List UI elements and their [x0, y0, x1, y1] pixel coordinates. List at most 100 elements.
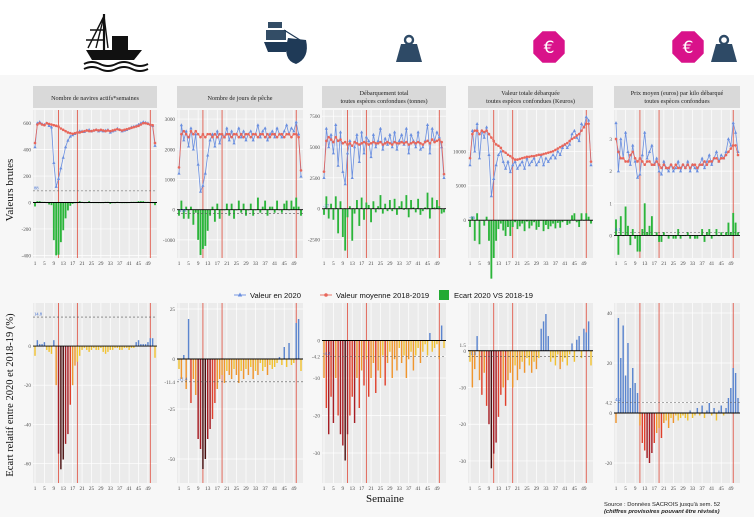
- relative-gap-bar: [677, 413, 679, 421]
- point-2018-2019: [125, 127, 129, 131]
- gap-bar: [38, 201, 41, 203]
- panel-title: toutes espèces confondues (Keuros): [486, 98, 575, 105]
- point-2020: [265, 138, 270, 142]
- point-2020: [208, 138, 212, 142]
- y-tick-label: 20: [607, 361, 613, 367]
- point-2018-2019: [336, 139, 340, 143]
- relative-gap-bar: [211, 359, 214, 419]
- relative-gap-bar: [323, 340, 325, 378]
- x-tick-label: 45: [719, 261, 725, 267]
- gap-bar: [71, 202, 74, 204]
- point-2020: [468, 163, 472, 167]
- point-2018-2019: [710, 160, 713, 163]
- x-tick-label: 25: [89, 261, 95, 267]
- point-2020: [213, 144, 217, 148]
- legend-triangle-icon: [237, 292, 243, 297]
- point-2018-2019: [189, 129, 193, 133]
- point-2018-2019: [116, 127, 119, 131]
- point-2020: [331, 151, 336, 155]
- relative-gap-bar: [500, 350, 502, 395]
- point-2018-2019: [259, 132, 262, 136]
- gap-bar: [552, 220, 554, 224]
- point-2018-2019: [556, 147, 560, 150]
- point-2018-2019: [636, 160, 639, 163]
- relative-gap-bar: [250, 359, 252, 367]
- point-2020: [640, 153, 644, 157]
- gap-bar: [471, 216, 474, 221]
- x-tick-label: 13: [205, 261, 211, 267]
- relative-gap-bar: [412, 340, 415, 371]
- relative-gap-bar: [564, 350, 566, 359]
- hull-shape: [264, 42, 290, 52]
- gap-bar: [619, 216, 622, 236]
- point-2018-2019: [367, 143, 371, 146]
- gap-bar: [473, 220, 476, 241]
- gap-bar: [634, 235, 637, 239]
- point-2018-2019: [667, 166, 670, 170]
- gap-bar: [240, 209, 243, 213]
- x-tick-label: 33: [690, 261, 696, 267]
- x-tick-label: 41: [127, 261, 133, 267]
- relative-gap-bar: [216, 359, 218, 389]
- relative-gap-bar: [629, 388, 632, 413]
- relative-gap-bar: [737, 398, 739, 413]
- point-2020: [68, 134, 72, 138]
- relative-gap-bar: [682, 413, 684, 416]
- point-2020: [572, 128, 576, 132]
- relative-gap-bar: [144, 344, 147, 347]
- point-2020: [553, 156, 558, 160]
- point-2020: [645, 156, 649, 160]
- x-tick-label: 29: [98, 486, 104, 492]
- relative-gap-bar: [223, 359, 226, 383]
- gap-bar: [478, 220, 481, 245]
- gap-bar: [431, 197, 434, 209]
- x-tick-label: 13: [496, 261, 502, 267]
- point-2020: [56, 176, 61, 180]
- x-tick-label: 45: [136, 261, 142, 267]
- relative-gap-bar: [696, 408, 699, 413]
- point-2018-2019: [38, 121, 42, 125]
- gap-bar: [228, 209, 231, 216]
- relative-gap-bar: [585, 332, 587, 351]
- relative-gap-bar: [429, 333, 431, 341]
- point-2020: [537, 159, 541, 163]
- point-2018-2019: [294, 132, 298, 136]
- point-2018-2019: [139, 123, 143, 126]
- x-tick-label: 33: [108, 261, 114, 267]
- point-2020: [496, 152, 501, 156]
- gap-bar: [48, 202, 51, 205]
- point-2018-2019: [707, 160, 711, 163]
- x-tick-label: 21: [368, 261, 374, 267]
- point-2020: [282, 129, 286, 133]
- point-2018-2019: [435, 139, 439, 143]
- point-2018-2019: [565, 141, 569, 145]
- relative-gap-bar: [356, 340, 358, 378]
- point-2018-2019: [244, 132, 248, 136]
- relative-gap-bar: [372, 340, 375, 363]
- relative-gap-bar: [386, 340, 389, 363]
- gap-bar: [64, 202, 67, 219]
- gap-bar: [344, 208, 347, 251]
- point-2018-2019: [561, 144, 564, 148]
- gap-bar: [57, 202, 60, 255]
- gap-bar: [426, 192, 429, 209]
- point-2018-2019: [570, 137, 574, 141]
- point-2020: [418, 147, 423, 151]
- relative-gap-bar: [57, 346, 60, 454]
- point-2020: [724, 150, 728, 154]
- relative-gap-bar: [514, 350, 516, 366]
- x-tick-label: 1: [615, 261, 618, 267]
- point-2018-2019: [563, 143, 567, 146]
- point-2020: [527, 163, 531, 167]
- point-2018-2019: [473, 129, 477, 132]
- relative-gap-bar: [349, 340, 351, 416]
- relative-gap-bar: [104, 346, 107, 354]
- y-tick-label: 0: [172, 208, 175, 214]
- gap-bar: [483, 220, 486, 226]
- point-2020: [635, 175, 640, 179]
- point-2020: [352, 145, 357, 149]
- gap-bar: [370, 208, 372, 223]
- gap-bar: [330, 203, 332, 209]
- point-2020: [210, 132, 215, 136]
